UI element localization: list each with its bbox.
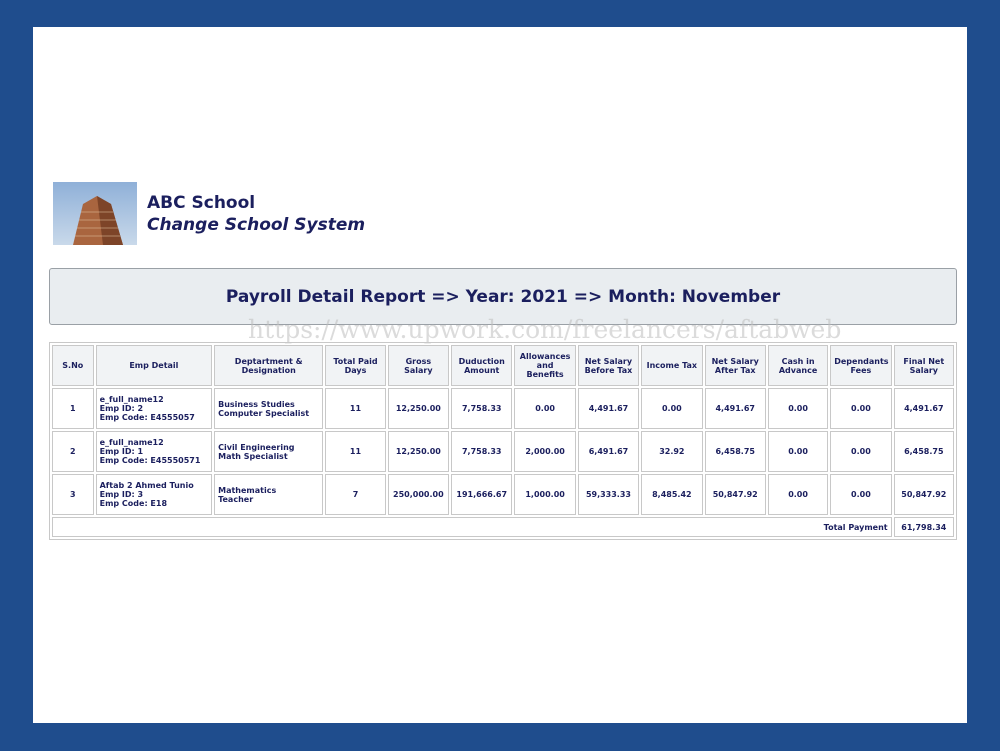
cell-line: Emp ID: 3 — [99, 490, 144, 499]
system-name: Change School System — [147, 215, 366, 235]
column-header: S.No — [52, 345, 94, 386]
cell: 1,000.00 — [514, 474, 576, 515]
cell: Mathematics Teacher — [214, 474, 324, 515]
cell-line: Computer Specialist — [218, 408, 310, 418]
total-value: 61,798.34 — [893, 517, 954, 537]
cell-line: Emp ID: 2 — [99, 404, 144, 413]
cell: 8,485.42 — [641, 474, 703, 515]
cell: 0.00 — [767, 388, 829, 429]
cell: 7 — [325, 474, 386, 515]
total-row: Total Payment 61,798.34 — [52, 517, 954, 537]
column-header: Final Net Salary — [893, 345, 954, 386]
school-logo — [53, 182, 137, 245]
column-header: Deptartment & Designation — [214, 345, 324, 386]
cell: 7,758.33 — [451, 388, 513, 429]
cell: 2 — [52, 431, 94, 472]
school-name: ABC School — [147, 193, 256, 213]
cell-line: Civil Engineering — [218, 442, 295, 452]
cell: Civil Engineering Math Specialist — [214, 431, 324, 472]
report-panel: ABC School Change School System Payroll … — [33, 27, 967, 723]
payroll-table: S.No Emp Detail Deptartment & Designation T… — [49, 342, 957, 540]
cell: 4,491.67 — [893, 388, 954, 429]
cell: 6,491.67 — [577, 431, 640, 472]
cell: 0.00 — [830, 388, 892, 429]
cell: 0.00 — [514, 388, 576, 429]
cell: e_full_name12 Emp ID: 2 Emp Code: E4555057 — [95, 388, 213, 429]
total-label: Total Payment — [52, 517, 892, 537]
cell-line: e_full_name12 — [99, 438, 164, 447]
cell: 4,491.67 — [704, 388, 766, 429]
column-header: Cash in Advance — [767, 345, 829, 386]
cell: 11 — [325, 388, 386, 429]
cell-line: Emp ID: 1 — [99, 447, 144, 456]
cell: 50,847.92 — [704, 474, 766, 515]
cell: 32.92 — [641, 431, 703, 472]
column-header: Gross Salary — [387, 345, 450, 386]
cell-line: Emp Code: E45550571 — [99, 456, 201, 465]
cell: 59,333.33 — [577, 474, 640, 515]
column-header: Duduction Amount — [451, 345, 513, 386]
cell-line: Math Specialist — [218, 451, 288, 461]
cell: 6,458.75 — [893, 431, 954, 472]
data-row: 2 e_full_name12 Emp ID: 1 Emp Code: E455505… — [52, 431, 954, 472]
column-header: Total Paid Days — [325, 345, 386, 386]
cell: 191,666.67 — [451, 474, 513, 515]
column-header: Emp Detail — [95, 345, 213, 386]
column-header: Net Salary Before Tax — [577, 345, 640, 386]
cell: 0.00 — [830, 431, 892, 472]
cell-line: Aftab 2 Ahmed Tunio — [99, 481, 194, 490]
cell: e_full_name12 Emp ID: 1 Emp Code: E4555057… — [95, 431, 213, 472]
watermark: https://www.upwork.com/freelancers/aftab… — [248, 315, 842, 344]
report-title-box: Payroll Detail Report => Year: 2021 => M… — [49, 268, 957, 325]
cell: 2,000.00 — [514, 431, 576, 472]
school-heading: ABC School Change School System — [147, 192, 365, 236]
cell: Business Studies Computer Specialist — [214, 388, 324, 429]
cell-line: Emp Code: E18 — [99, 499, 168, 508]
cell-line: Business Studies — [218, 399, 295, 409]
cell: 3 — [52, 474, 94, 515]
data-row: 3 Aftab 2 Ahmed Tunio Emp ID: 3 Emp Code: E… — [52, 474, 954, 515]
cell: 6,458.75 — [704, 431, 766, 472]
cell: 0.00 — [641, 388, 703, 429]
column-header: Allowances and Benefits — [514, 345, 576, 386]
cell: 12,250.00 — [387, 388, 450, 429]
cell: 11 — [325, 431, 386, 472]
header-row: S.No Emp Detail Deptartment & Designation T… — [52, 345, 954, 386]
cell: 1 — [52, 388, 94, 429]
column-header: Income Tax — [641, 345, 703, 386]
cell: Aftab 2 Ahmed Tunio Emp ID: 3 Emp Code: E1… — [95, 474, 213, 515]
column-header: Dependants Fees — [830, 345, 892, 386]
cell-line: Emp Code: E4555057 — [99, 413, 195, 422]
cell: 7,758.33 — [451, 431, 513, 472]
cell: 250,000.00 — [387, 474, 450, 515]
cell: 50,847.92 — [893, 474, 954, 515]
data-row: 1 e_full_name12 Emp ID: 2 Emp Code: E455505… — [52, 388, 954, 429]
column-header: Net Salary After Tax — [704, 345, 766, 386]
cell-line: Mathematics — [218, 485, 277, 495]
cell: 0.00 — [767, 474, 829, 515]
cell: 12,250.00 — [387, 431, 450, 472]
cell: 4,491.67 — [577, 388, 640, 429]
cell-line: e_full_name12 — [99, 395, 164, 404]
table-body: 1 e_full_name12 Emp ID: 2 Emp Code: E455505… — [52, 388, 954, 537]
cell-line: Teacher — [218, 494, 254, 504]
cell: 0.00 — [767, 431, 829, 472]
cell: 0.00 — [830, 474, 892, 515]
report-title: Payroll Detail Report => Year: 2021 => M… — [225, 286, 781, 307]
